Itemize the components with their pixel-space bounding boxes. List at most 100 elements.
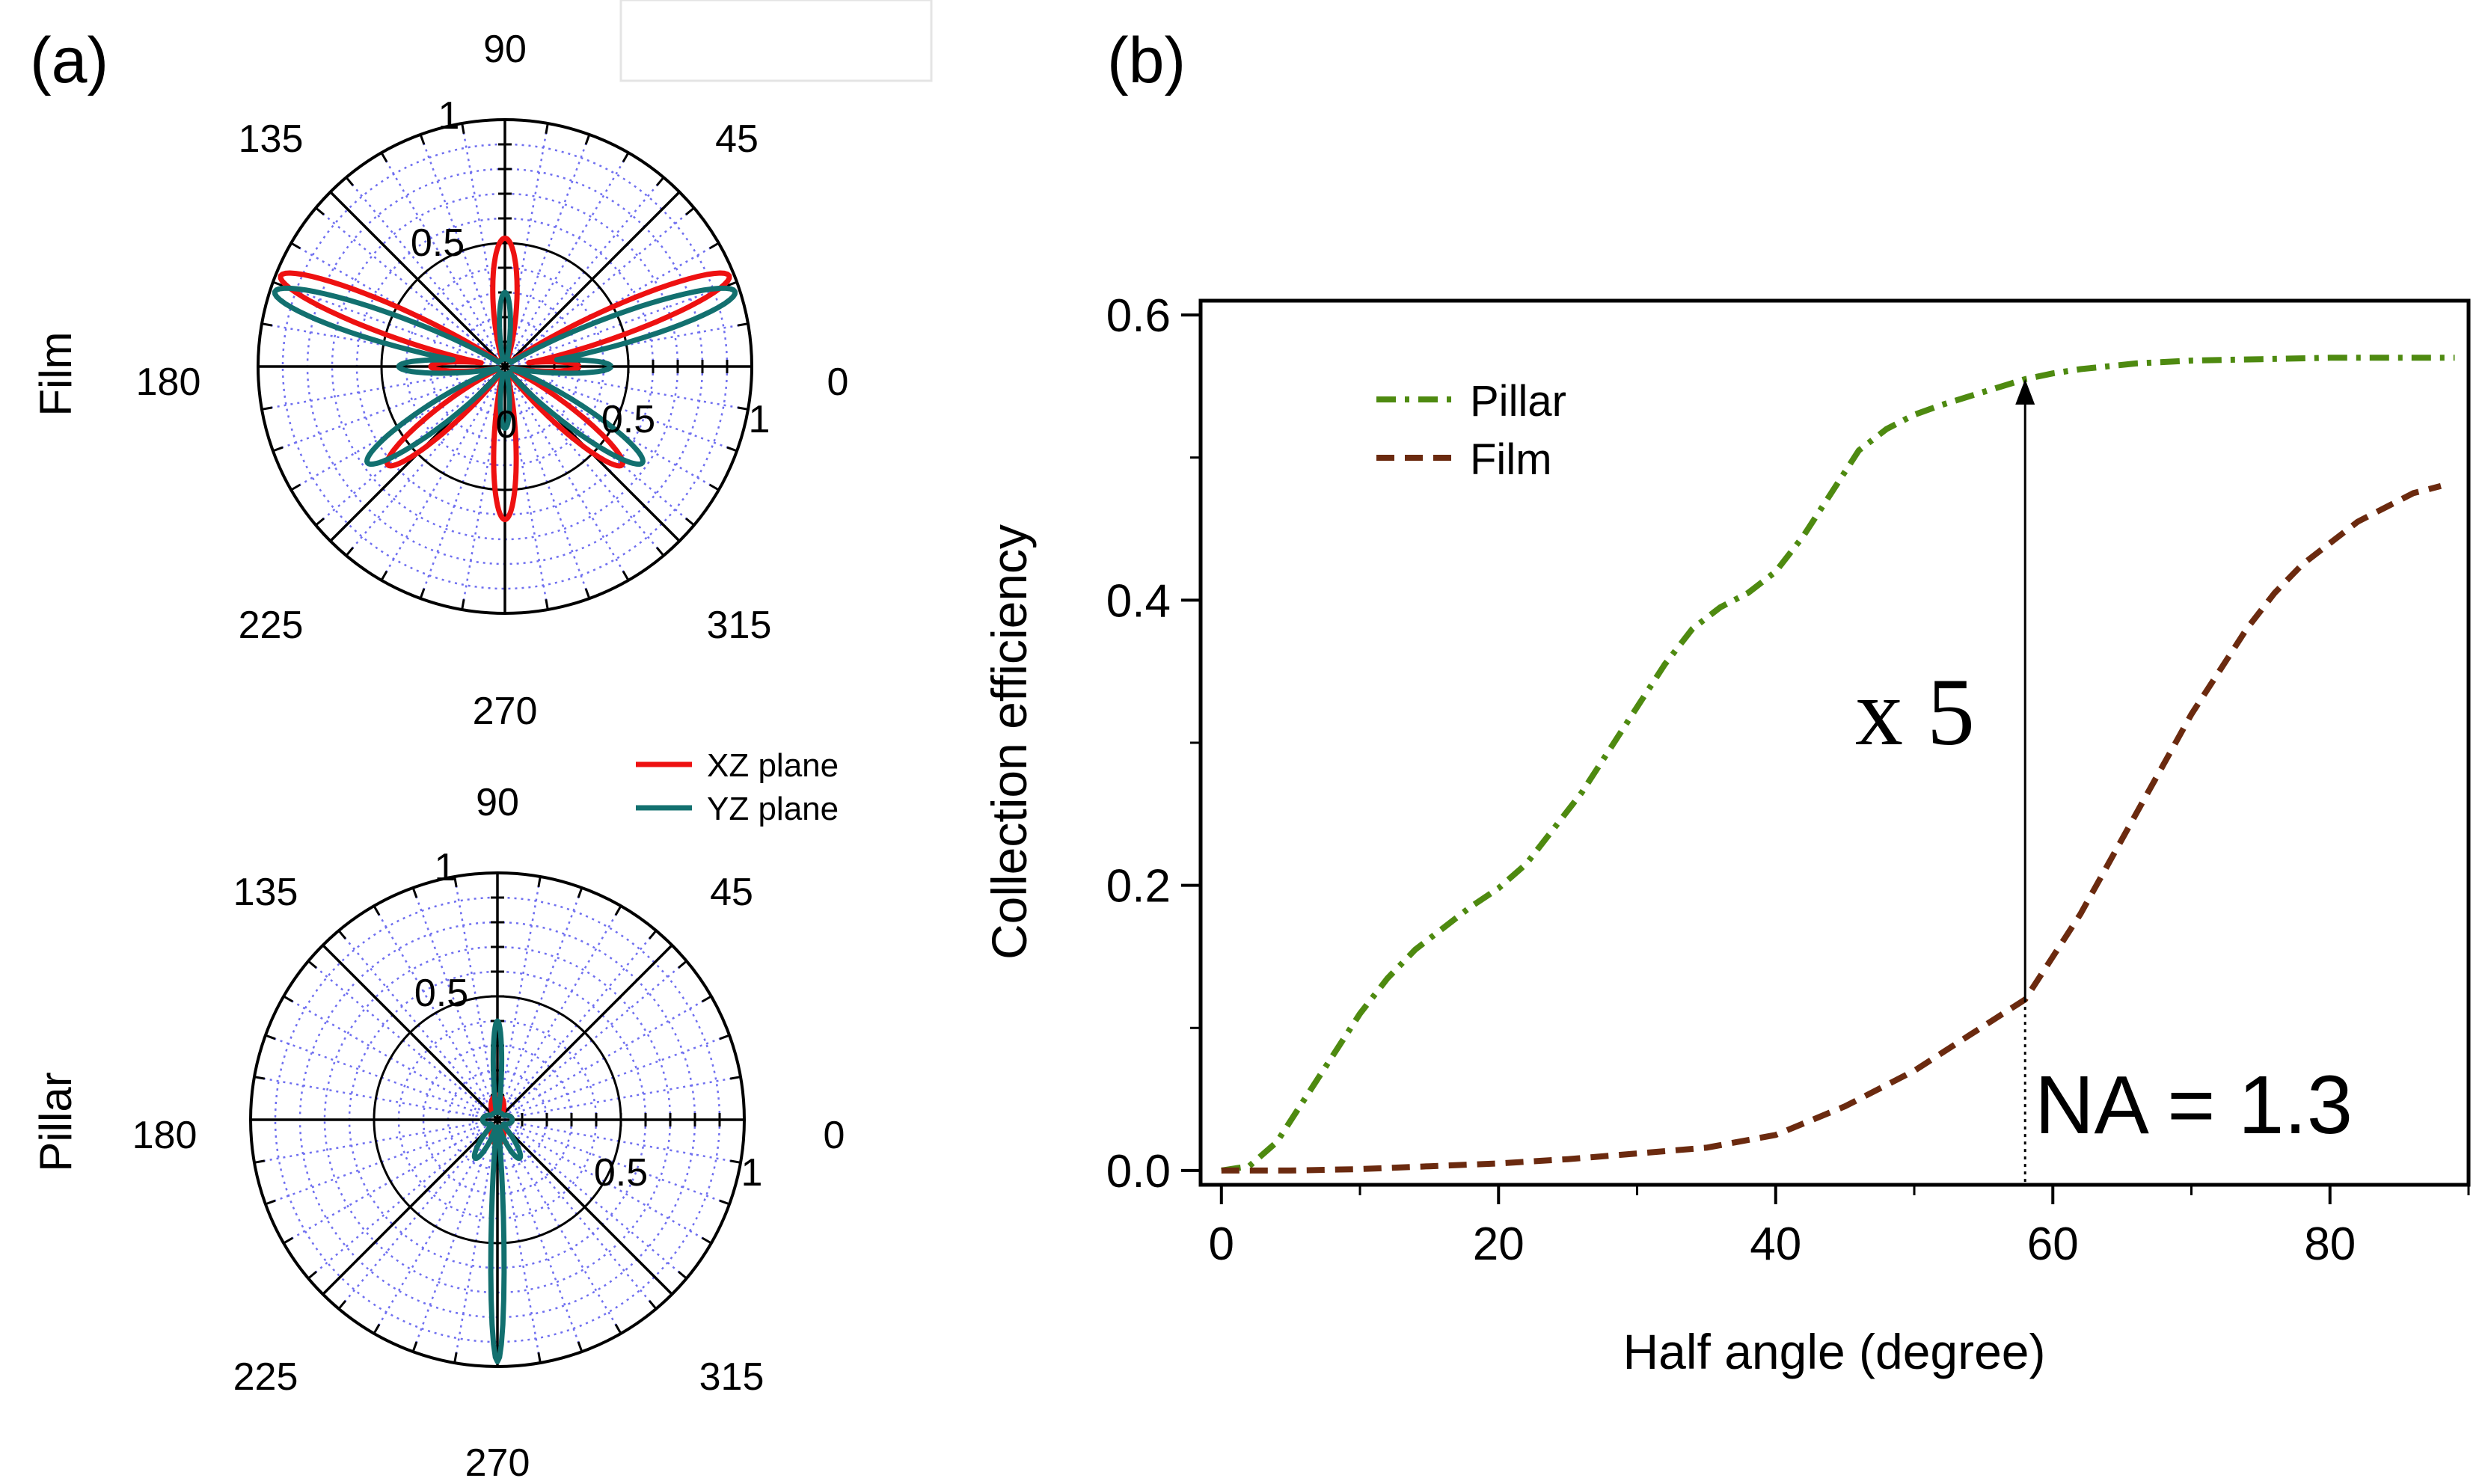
pillar-angular-tick <box>729 1159 741 1164</box>
pillar-angular-tick <box>265 1199 276 1206</box>
legend-xz-label: XZ plane <box>707 747 839 784</box>
film-angular-tick <box>290 242 301 250</box>
film-angular-tick <box>461 598 465 610</box>
film-angular-tick <box>545 598 549 610</box>
film-radial-label: 0 <box>496 403 518 447</box>
film-angle-label: 0 <box>827 361 849 404</box>
pillar-angle-label: 45 <box>710 871 753 914</box>
film-grid-spoke <box>419 134 506 367</box>
y-tick-label: 0.6 <box>1106 290 1171 342</box>
film-radial-axis-label: 1 <box>749 398 770 441</box>
pillar-angular-tick <box>373 1323 381 1334</box>
film-angular-tick <box>461 123 465 135</box>
pillar-radial-axis-label: 0.5 <box>594 1151 648 1195</box>
film-angular-tick <box>345 177 355 186</box>
pillar-series-yz-plane <box>471 1018 524 1364</box>
na-annotation: NA = 1.3 <box>2035 1059 2353 1151</box>
film-angle-label: 315 <box>707 604 772 647</box>
pillar-angular-tick <box>283 995 294 1003</box>
pillar-major-spoke <box>322 944 499 1121</box>
film-angular-tick <box>584 588 591 599</box>
film-radial-label: 0.5 <box>411 221 465 265</box>
film-angular-tick <box>419 134 426 145</box>
pillar-angle-label: 0 <box>824 1114 845 1157</box>
film-major-spoke <box>503 191 681 368</box>
pillar-angular-tick <box>678 960 687 969</box>
film-angle-label: 270 <box>473 690 538 733</box>
film-angular-tick <box>419 588 426 599</box>
film-angular-tick <box>272 280 284 287</box>
pillar-angular-tick <box>614 905 622 916</box>
pillar-angular-tick <box>337 1300 347 1310</box>
film-angular-tick <box>380 570 388 581</box>
pillar-angular-tick <box>577 1341 583 1352</box>
panel-b-label: (b) <box>1107 25 1186 96</box>
pillar-angular-tick <box>648 930 658 939</box>
film-angular-tick <box>272 446 284 453</box>
line-chart: 0 20 40 60 80 0.0 0.2 0.4 0.6 Pillar Film x 5 NA =… <box>981 290 2471 1379</box>
film-angular-tick <box>655 547 665 556</box>
axis-ticks: 0 20 40 60 80 0.0 0.2 0.4 0.6 <box>1106 290 2470 1270</box>
pillar-angle-label: 270 <box>465 1441 530 1484</box>
film-angular-tick <box>726 280 738 287</box>
pillar-major-spoke <box>322 1118 499 1296</box>
panel-a-label: (a) <box>30 25 108 96</box>
film-angular-tick <box>315 206 325 216</box>
film-series-yz-plane <box>272 285 738 467</box>
row-label-film: Film <box>31 331 81 416</box>
film-grid-spoke <box>503 134 591 367</box>
x-tick-label: 80 <box>2304 1218 2356 1270</box>
film-angular-tick <box>261 406 273 411</box>
pillar-angular-tick <box>373 905 381 916</box>
legend-label-film: Film <box>1470 435 1552 484</box>
film-angular-tick <box>685 517 695 527</box>
legend-a: XZ plane YZ plane <box>636 747 839 827</box>
polar-plot-pillar: 0 45 90 135 180 225 270 315 0.5 1 0.5 1 <box>132 781 845 1484</box>
film-angular-tick <box>685 206 695 216</box>
pillar-angular-tick <box>729 1076 741 1080</box>
film-angle-label: 90 <box>483 28 527 71</box>
pillar-angular-tick <box>614 1323 622 1334</box>
film-grid-spoke <box>419 366 506 599</box>
film-angle-label: 45 <box>715 117 759 161</box>
y-tick-label: 0.2 <box>1106 861 1171 913</box>
film-radial-axis-label: 0.5 <box>601 398 655 441</box>
pillar-angular-tick <box>648 1300 658 1310</box>
film-angular-tick <box>622 152 630 163</box>
pillar-grid-spoke <box>265 1034 498 1121</box>
series-lines: Pillar Film <box>1221 355 2455 1174</box>
film-angle-label: 225 <box>239 604 304 647</box>
film-angular-tick <box>737 322 749 327</box>
pillar-angle-label: 315 <box>699 1355 765 1399</box>
pillar-angular-tick <box>254 1159 266 1164</box>
film-major-spoke <box>329 191 506 368</box>
pillar-angle-label: 90 <box>476 781 519 824</box>
film-angular-tick <box>737 406 749 411</box>
pillar-angular-tick <box>283 1236 294 1245</box>
film-angular-tick <box>315 517 325 527</box>
pillar-angular-tick <box>453 876 458 888</box>
pillar-angular-tick <box>411 1341 418 1352</box>
pillar-angular-tick <box>537 876 542 888</box>
pillar-angular-tick <box>537 1352 542 1364</box>
pillar-major-spoke <box>496 1118 673 1296</box>
film-angular-tick <box>708 483 720 491</box>
pillar-radial-label: 0.5 <box>414 972 468 1015</box>
pillar-angular-tick <box>453 1352 458 1364</box>
film-angle-label: 135 <box>239 117 304 161</box>
series-pillar <box>1221 355 2455 1174</box>
film-angular-tick <box>290 483 301 491</box>
film-angle-label: 180 <box>136 361 201 404</box>
pillar-angle-label: 225 <box>233 1355 298 1399</box>
legend-label-pillar: Pillar <box>1470 377 1566 426</box>
pillar-angle-label: 180 <box>132 1114 197 1157</box>
film-angular-tick <box>584 134 591 145</box>
film-angular-tick <box>726 446 738 453</box>
pillar-angular-tick <box>719 1034 730 1040</box>
film-angular-tick <box>261 322 273 327</box>
ratio-annotation: x 5 <box>1855 659 1975 765</box>
pillar-radial-label: 1 <box>435 846 456 889</box>
pillar-angular-tick <box>411 887 418 898</box>
x-tick-label: 0 <box>1209 1218 1234 1270</box>
